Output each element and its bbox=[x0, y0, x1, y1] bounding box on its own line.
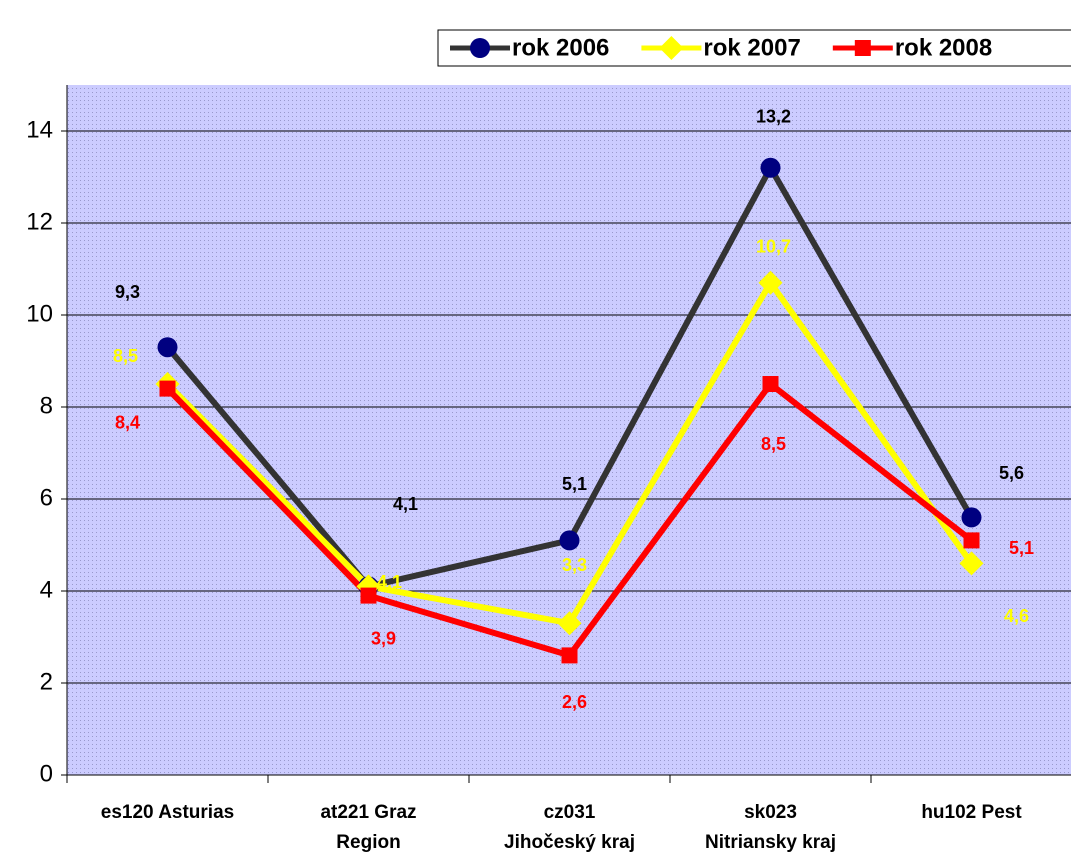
y-tick-label: 0 bbox=[40, 760, 53, 787]
point-marker bbox=[159, 380, 176, 397]
data-label: 8,5 bbox=[761, 434, 786, 454]
legend-marker bbox=[659, 36, 684, 60]
data-label: 2,6 bbox=[562, 692, 587, 712]
point-marker bbox=[963, 532, 980, 549]
data-label: 3,9 bbox=[371, 628, 396, 648]
data-label: 8,5 bbox=[113, 346, 138, 366]
point-marker bbox=[557, 611, 582, 636]
point-marker bbox=[559, 530, 580, 551]
data-label: 5,1 bbox=[1009, 538, 1034, 558]
y-tick-label: 6 bbox=[40, 484, 53, 511]
legend-label: rok 2007 bbox=[703, 34, 800, 61]
point-marker bbox=[762, 376, 779, 392]
x-tick-label: sk023 Nitriansky kraj bbox=[705, 802, 836, 853]
x-tick-label: at221 Graz Region bbox=[320, 802, 417, 853]
data-label: 3,3 bbox=[562, 555, 587, 575]
y-tick-label: 12 bbox=[26, 208, 53, 235]
y-tick-label: 2 bbox=[40, 668, 53, 695]
x-tick-label: hu102 Pest bbox=[921, 802, 1022, 823]
legend-marker bbox=[854, 40, 871, 56]
data-label: 4,1 bbox=[393, 494, 418, 514]
point-marker bbox=[561, 647, 578, 664]
y-tick-label: 4 bbox=[40, 576, 53, 603]
point-marker bbox=[760, 157, 781, 178]
data-label: 5,1 bbox=[562, 474, 587, 494]
data-label: 10,7 bbox=[756, 237, 791, 257]
point-marker bbox=[961, 507, 982, 528]
y-tick-label: 8 bbox=[40, 392, 53, 419]
data-label: 4,6 bbox=[1004, 606, 1029, 626]
data-label: 4,1 bbox=[377, 572, 402, 592]
x-tick-label: cz031 Jihočeský kraj bbox=[504, 802, 635, 853]
point-marker bbox=[360, 587, 377, 604]
legend-box bbox=[437, 29, 1071, 67]
y-tick-label: 10 bbox=[26, 300, 53, 327]
data-label: 9,3 bbox=[115, 282, 140, 302]
legend-marker bbox=[470, 38, 490, 58]
x-tick-label: es120 Asturias bbox=[100, 802, 235, 823]
point-marker bbox=[758, 270, 783, 295]
data-label: 13,2 bbox=[756, 107, 791, 127]
data-label: 5,6 bbox=[999, 463, 1024, 483]
legend-label: rok 2006 bbox=[512, 34, 609, 61]
point-marker bbox=[157, 337, 178, 358]
y-tick-label: 14 bbox=[26, 116, 53, 143]
point-marker bbox=[959, 551, 984, 576]
data-label: 8,4 bbox=[115, 412, 140, 432]
legend-label: rok 2008 bbox=[895, 34, 992, 61]
